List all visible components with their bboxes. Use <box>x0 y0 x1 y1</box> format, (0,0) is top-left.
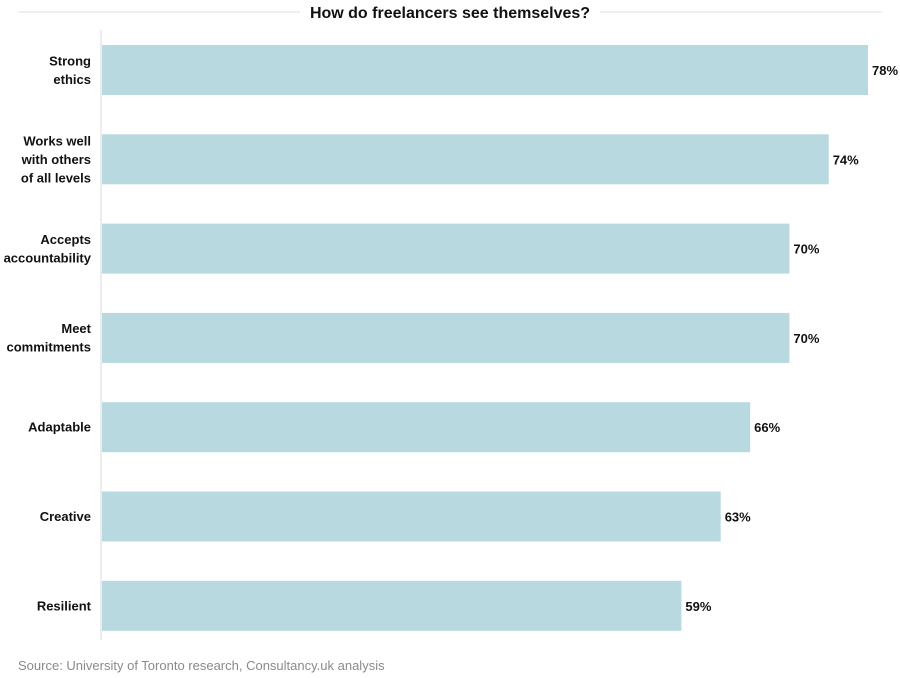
bar <box>102 223 790 274</box>
bar <box>102 134 829 185</box>
bar-value-label: 66% <box>754 420 780 435</box>
bar <box>102 491 721 542</box>
category-label-line: accountability <box>4 250 92 265</box>
bar <box>102 580 682 631</box>
bar <box>102 312 790 363</box>
category-label-line: of all levels <box>21 170 91 185</box>
category-label: Accepts accountability <box>4 232 92 266</box>
category-label: Meet commitments <box>6 321 91 355</box>
bar-value-label: 70% <box>793 331 819 346</box>
category-label: Strong ethics <box>49 53 91 87</box>
category-label-line: Adaptable <box>28 420 91 435</box>
category-label: Resilient <box>37 598 92 613</box>
category-label-line: Creative <box>40 509 91 524</box>
bar-value-label: 63% <box>725 510 751 525</box>
bar-value-label: 78% <box>872 63 898 78</box>
bar-value-label: 59% <box>685 599 711 614</box>
category-label-line: Strong <box>49 53 91 68</box>
category-label: Adaptable <box>28 420 91 435</box>
bar <box>102 402 751 453</box>
category-labels-group: Strong ethics Works well with others of all … <box>4 53 92 613</box>
category-label: Creative <box>40 509 91 524</box>
bar-value-label: 74% <box>833 152 859 167</box>
source-note: Source: University of Toronto research, … <box>18 658 385 673</box>
category-label-line: Works well <box>23 133 91 148</box>
category-label-line: with others <box>21 152 91 167</box>
category-label: Works well with others of all levels <box>21 133 91 185</box>
bar-value-label: 70% <box>793 242 819 257</box>
category-label-line: Resilient <box>37 598 92 613</box>
value-labels-group: 78% 74% 70% 70% 66% 63% 59% <box>685 63 898 614</box>
bars-group <box>102 45 868 631</box>
category-label-line: Accepts <box>40 232 91 247</box>
category-label-line: Meet <box>61 321 91 336</box>
category-label-line: ethics <box>53 72 91 87</box>
category-label-line: commitments <box>6 340 91 355</box>
chart-title: How do freelancers see themselves? <box>310 5 590 22</box>
bar <box>102 45 868 95</box>
